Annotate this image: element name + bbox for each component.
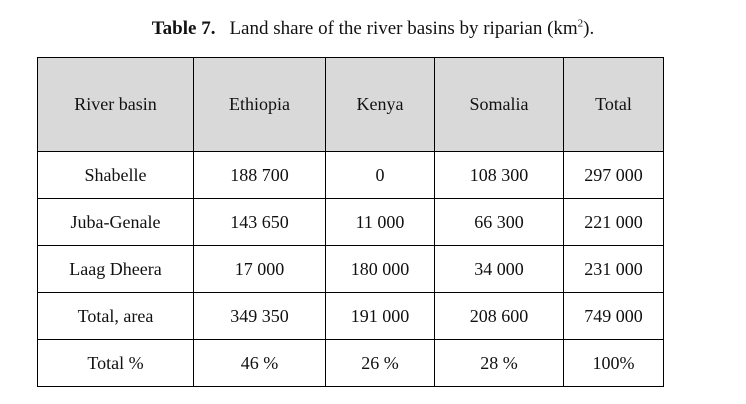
table-caption-superscript: 2 — [577, 17, 584, 30]
row-label-cell: Total % — [37, 339, 194, 387]
table-row: Juba-Genale 143 650 11 000 66 300 221 00… — [37, 198, 664, 246]
table-cell: 749 000 — [563, 292, 664, 340]
table-caption: Table 7. Land share of the river basins b… — [0, 18, 746, 40]
table-caption-suffix: ). — [583, 18, 595, 39]
column-header-somalia: Somalia — [434, 57, 564, 152]
table-cell: 180 000 — [325, 245, 435, 293]
table-cell: 297 000 — [563, 151, 664, 199]
land-share-table: River basin Ethiopia Kenya Somalia Total… — [37, 57, 664, 387]
table-cell: 26 % — [325, 339, 435, 387]
table-cell: 34 000 — [434, 245, 564, 293]
row-label-cell: Shabelle — [37, 151, 194, 199]
table-header-row: River basin Ethiopia Kenya Somalia Total — [37, 57, 664, 152]
table-cell: 108 300 — [434, 151, 564, 199]
row-label-cell: Juba-Genale — [37, 198, 194, 246]
table-row: Shabelle 188 700 0 108 300 297 000 — [37, 151, 664, 199]
column-header-ethiopia: Ethiopia — [193, 57, 326, 152]
table-cell: 349 350 — [193, 292, 326, 340]
table-cell: 143 650 — [193, 198, 326, 246]
table-cell: 188 700 — [193, 151, 326, 199]
table-row: Total % 46 % 26 % 28 % 100% — [37, 339, 664, 387]
table-cell: 28 % — [434, 339, 564, 387]
table-cell: 231 000 — [563, 245, 664, 293]
row-label-cell: Total, area — [37, 292, 194, 340]
table-cell: 208 600 — [434, 292, 564, 340]
column-header-river-basin: River basin — [37, 57, 194, 152]
table-cell: 11 000 — [325, 198, 435, 246]
column-header-kenya: Kenya — [325, 57, 435, 152]
column-header-total: Total — [563, 57, 664, 152]
table-row: Laag Dheera 17 000 180 000 34 000 231 00… — [37, 245, 664, 293]
table-cell: 17 000 — [193, 245, 326, 293]
table-cell: 0 — [325, 151, 435, 199]
table-cell: 66 300 — [434, 198, 564, 246]
table-row: Total, area 349 350 191 000 208 600 749 … — [37, 292, 664, 340]
table-caption-label: Table 7. — [151, 18, 216, 39]
table-caption-text: Land share of the river basins by ripari… — [229, 18, 578, 39]
row-label-cell: Laag Dheera — [37, 245, 194, 293]
table-cell: 191 000 — [325, 292, 435, 340]
table-cell: 221 000 — [563, 198, 664, 246]
table-cell: 46 % — [193, 339, 326, 387]
table-cell: 100% — [563, 339, 664, 387]
